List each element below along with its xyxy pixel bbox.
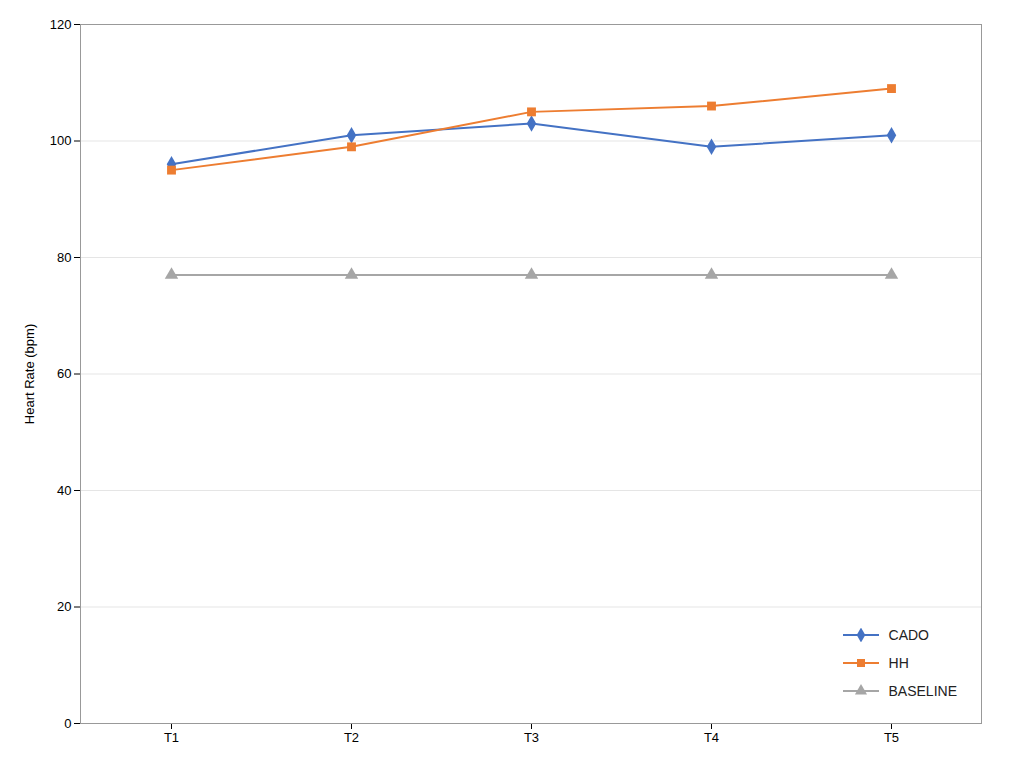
svg-text:20: 20 bbox=[57, 599, 71, 614]
svg-text:40: 40 bbox=[57, 483, 71, 498]
svg-text:60: 60 bbox=[57, 366, 71, 381]
svg-text:80: 80 bbox=[57, 250, 71, 265]
svg-text:120: 120 bbox=[50, 17, 72, 32]
svg-text:T4: T4 bbox=[704, 730, 719, 745]
svg-text:100: 100 bbox=[50, 133, 72, 148]
svg-text:T3: T3 bbox=[524, 730, 539, 745]
html-text:BASELINE: BASELINE bbox=[888, 683, 957, 699]
html-text:HH: HH bbox=[888, 655, 909, 671]
html-text:CADO: CADO bbox=[888, 627, 929, 643]
svg-text:T1: T1 bbox=[164, 730, 179, 745]
svg-text:Heart Rate (bpm): Heart Rate (bpm) bbox=[22, 324, 37, 424]
svg-text:0: 0 bbox=[64, 716, 71, 731]
svg-text:T2: T2 bbox=[344, 730, 359, 745]
svg-text:T5: T5 bbox=[884, 730, 899, 745]
